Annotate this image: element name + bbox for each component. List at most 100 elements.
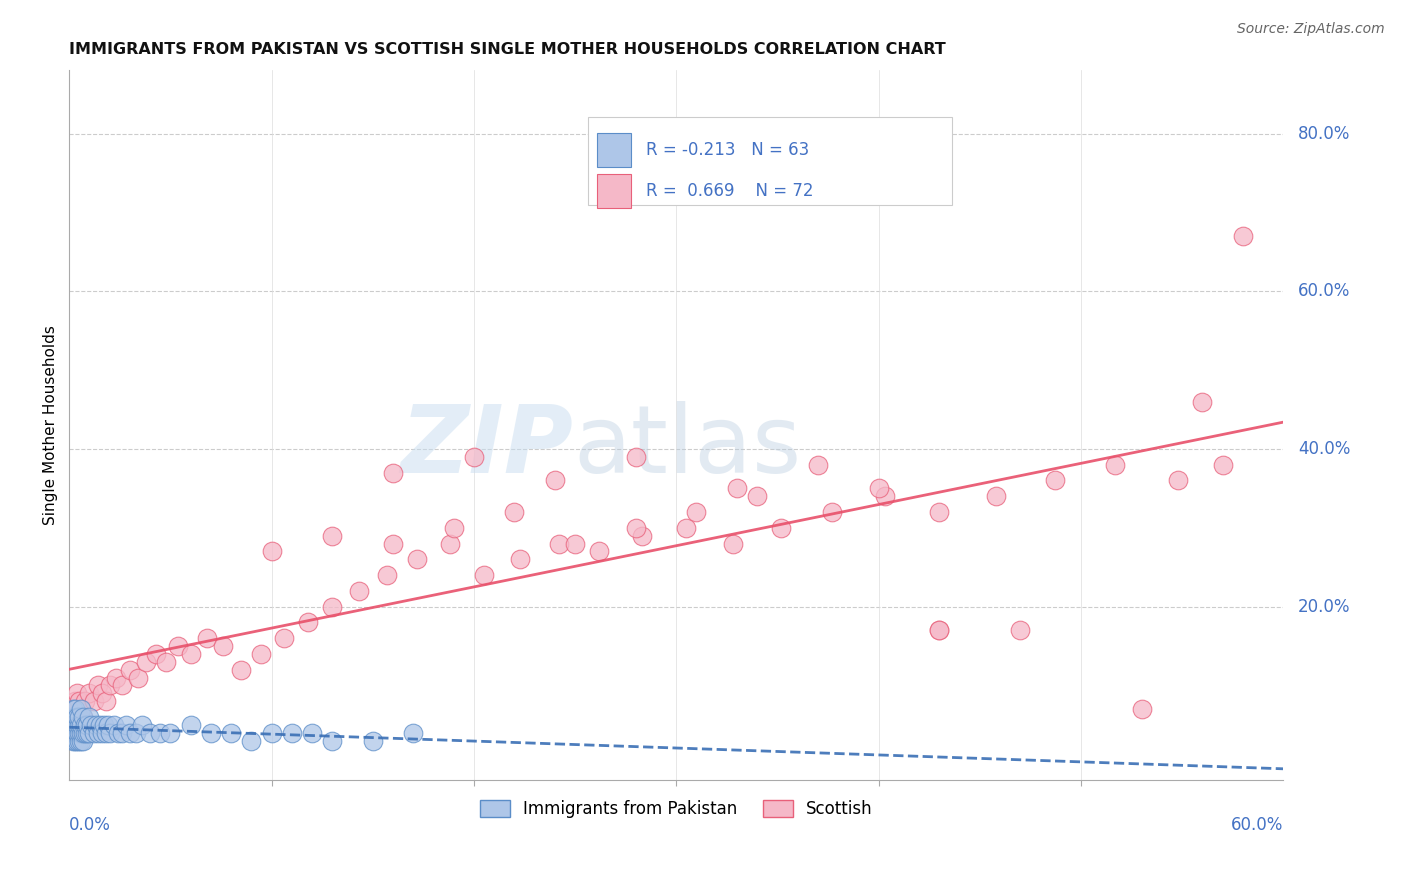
Point [75,718,97,732]
Text: atlas: atlas [574,401,801,492]
Point [104,671,127,685]
Point [928,624,950,638]
Point [821,505,844,519]
Point [564,536,586,550]
Point [70,702,93,716]
Point [721,536,744,550]
Point [149,725,172,739]
Point [139,725,162,739]
Point [868,481,890,495]
Point [86,725,108,739]
Point [65,694,87,708]
Point [67,733,90,747]
Point [725,481,748,495]
Point [90,686,112,700]
Point [1043,474,1066,488]
Point [65,733,87,747]
Point [60,710,83,724]
Point [1167,474,1189,488]
Point [70,725,93,739]
Point [62,718,84,732]
Point [94,725,117,739]
Point [66,710,89,724]
Point [93,718,115,732]
Point [90,725,112,739]
Point [250,647,273,661]
Point [103,718,125,732]
Text: R = -0.213   N = 63: R = -0.213 N = 63 [645,141,808,159]
FancyBboxPatch shape [598,133,631,167]
Point [83,725,105,739]
Point [361,733,384,747]
Point [321,528,343,542]
Point [873,489,896,503]
Point [83,694,105,708]
Point [62,702,84,716]
Point [375,568,398,582]
Point [1212,458,1234,472]
Point [72,725,94,739]
Text: 20.0%: 20.0% [1298,598,1350,615]
Point [94,694,117,708]
Point [70,718,93,732]
Point [79,686,101,700]
Point [107,725,129,739]
Point [180,718,202,732]
Point [67,710,90,724]
Point [406,552,429,566]
Point [67,694,90,708]
Point [65,702,87,716]
Point [79,725,101,739]
Point [66,686,89,700]
Point [301,725,323,739]
Point [260,725,283,739]
Point [260,544,283,558]
Point [167,639,190,653]
Point [72,733,94,747]
Point [60,718,83,732]
Point [66,718,89,732]
Point [118,663,141,677]
Point [72,710,94,724]
Point [66,733,89,747]
Text: R =  0.669    N = 72: R = 0.669 N = 72 [645,182,814,200]
Point [631,528,654,542]
Point [747,489,769,503]
Point [439,536,461,550]
Point [928,505,950,519]
Point [75,725,97,739]
Point [118,725,141,739]
Point [807,458,830,472]
Text: IMMIGRANTS FROM PAKISTAN VS SCOTTISH SINGLE MOTHER HOUSEHOLDS CORRELATION CHART: IMMIGRANTS FROM PAKISTAN VS SCOTTISH SIN… [69,42,946,57]
Point [212,639,235,653]
Point [509,552,531,566]
Point [347,583,370,598]
Point [240,733,263,747]
Point [62,702,84,716]
Point [127,671,149,685]
Point [472,568,495,582]
Point [180,647,202,661]
Point [67,718,90,732]
FancyBboxPatch shape [588,117,952,205]
Point [297,615,319,630]
Point [70,733,93,747]
Point [321,733,343,747]
Point [98,678,121,692]
Point [76,725,98,739]
Point [98,725,121,739]
Point [675,521,697,535]
Point [624,450,647,464]
Point [1232,229,1254,244]
Point [281,725,304,739]
Point [321,599,343,614]
Point [60,710,83,724]
Point [111,678,134,692]
Point [231,663,253,677]
Point [62,733,84,747]
Point [65,710,87,724]
Point [135,655,157,669]
Point [111,725,134,739]
FancyBboxPatch shape [598,174,631,208]
Legend: Immigrants from Pakistan, Scottish: Immigrants from Pakistan, Scottish [474,794,879,825]
